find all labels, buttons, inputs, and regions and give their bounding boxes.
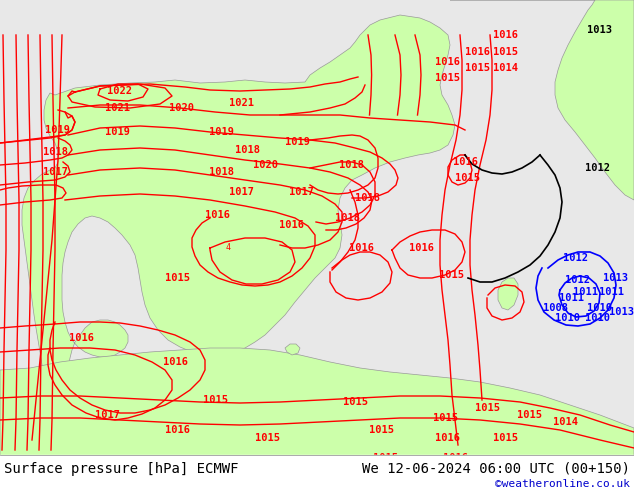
- Text: 1012: 1012: [586, 163, 611, 173]
- Text: 1016: 1016: [436, 57, 460, 67]
- Text: 1016: 1016: [443, 453, 467, 463]
- Text: 1017: 1017: [290, 187, 314, 197]
- Text: 1017: 1017: [230, 187, 254, 197]
- Text: 1016: 1016: [349, 243, 375, 253]
- Text: 1018: 1018: [356, 193, 380, 203]
- Text: 1019: 1019: [105, 127, 131, 137]
- Text: 1016: 1016: [165, 425, 190, 435]
- Text: 1015: 1015: [439, 270, 465, 280]
- Text: 1016: 1016: [410, 243, 434, 253]
- Polygon shape: [22, 15, 455, 425]
- Text: 1018: 1018: [339, 160, 365, 170]
- Text: 1010: 1010: [588, 303, 612, 313]
- Text: 1015: 1015: [370, 425, 394, 435]
- Text: 1010: 1010: [555, 313, 581, 323]
- Text: 1015: 1015: [165, 273, 190, 283]
- Text: 1016: 1016: [280, 220, 304, 230]
- Text: 1016: 1016: [453, 157, 477, 167]
- Text: 1016: 1016: [162, 357, 188, 367]
- Polygon shape: [498, 278, 518, 310]
- Text: 1020: 1020: [169, 103, 195, 113]
- Text: 1011: 1011: [559, 293, 585, 303]
- Text: 1019: 1019: [285, 137, 311, 147]
- Text: 1015: 1015: [465, 63, 491, 73]
- Text: ©weatheronline.co.uk: ©weatheronline.co.uk: [495, 479, 630, 489]
- Text: 1013: 1013: [588, 25, 612, 35]
- Text: We 12-06-2024 06:00 UTC (00+150): We 12-06-2024 06:00 UTC (00+150): [362, 462, 630, 476]
- Text: 1008: 1008: [543, 303, 567, 313]
- Text: Surface pressure [hPa] ECMWF: Surface pressure [hPa] ECMWF: [4, 462, 238, 476]
- Text: 1021: 1021: [230, 98, 254, 108]
- Text: 1019: 1019: [209, 127, 235, 137]
- Text: 1015: 1015: [342, 397, 368, 407]
- Text: 1015: 1015: [493, 47, 517, 57]
- Text: 1016: 1016: [70, 333, 94, 343]
- Text: 1015: 1015: [517, 410, 543, 420]
- Text: 1017: 1017: [96, 410, 120, 420]
- Bar: [0, 455, 634, 490]
- Text: 1015: 1015: [202, 395, 228, 405]
- Text: 1016: 1016: [205, 210, 231, 220]
- Text: 1015: 1015: [256, 433, 280, 443]
- Text: 1011: 1011: [573, 287, 597, 297]
- Text: 1021: 1021: [105, 103, 131, 113]
- Text: 1015: 1015: [436, 73, 460, 83]
- Text: 4: 4: [226, 244, 231, 252]
- Text: 1018: 1018: [209, 167, 235, 177]
- Text: 1018: 1018: [235, 145, 261, 155]
- Polygon shape: [285, 344, 300, 355]
- Text: 1016: 1016: [465, 47, 491, 57]
- Polygon shape: [450, 0, 634, 200]
- Text: 1015: 1015: [373, 453, 398, 463]
- Text: 1022: 1022: [108, 86, 133, 96]
- Text: 1010: 1010: [586, 313, 611, 323]
- Text: 1014: 1014: [493, 63, 517, 73]
- Text: 1011: 1011: [600, 287, 624, 297]
- Text: 1016: 1016: [493, 30, 517, 40]
- Text: 1020: 1020: [252, 160, 278, 170]
- Polygon shape: [0, 348, 634, 490]
- Text: 1018: 1018: [42, 147, 67, 157]
- Text: 1015: 1015: [493, 433, 517, 443]
- Text: 1015: 1015: [455, 173, 481, 183]
- Text: 1012: 1012: [566, 275, 590, 285]
- Text: 1019: 1019: [46, 125, 70, 135]
- Text: 1013: 1013: [609, 307, 634, 317]
- Text: 1018: 1018: [335, 213, 361, 223]
- Text: 1017: 1017: [42, 167, 67, 177]
- Text: 1012: 1012: [562, 253, 588, 263]
- Text: 1016: 1016: [436, 433, 460, 443]
- Text: 1013: 1013: [602, 273, 628, 283]
- Text: 1015: 1015: [476, 403, 500, 413]
- Text: 1014: 1014: [552, 417, 578, 427]
- Text: 1015: 1015: [432, 413, 458, 423]
